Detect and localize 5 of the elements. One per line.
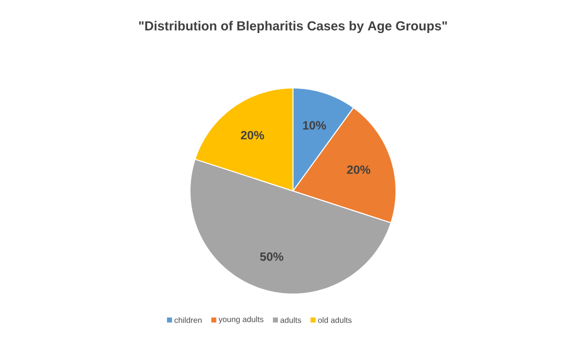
chart-title: "Distribution of Blepharitis Cases by Age Groups" — [139, 20, 447, 34]
data-label: 20% — [240, 130, 264, 140]
data-label: 50% — [260, 252, 284, 261]
data-label: 10% — [303, 121, 326, 130]
data-label: 20% — [347, 165, 370, 174]
